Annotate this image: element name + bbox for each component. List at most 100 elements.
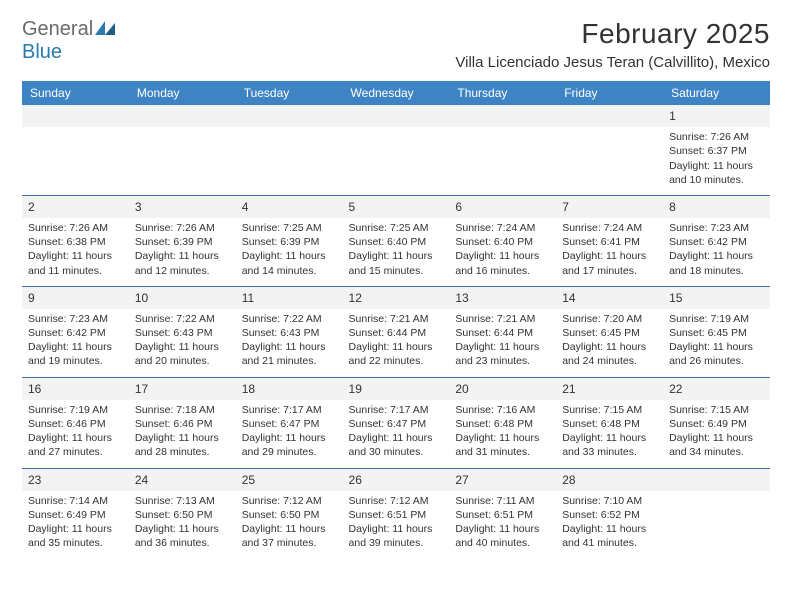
day-detail-line: Sunrise: 7:25 AM [349, 221, 444, 235]
week-row: 2Sunrise: 7:26 AMSunset: 6:38 PMDaylight… [22, 195, 770, 286]
day-detail-line: Sunrise: 7:24 AM [562, 221, 657, 235]
logo-word2: Blue [22, 41, 62, 63]
day-number: 11 [236, 286, 343, 309]
logo-text: General Blue [22, 18, 117, 64]
day-cell: 16 Sunrise: 7:19 AMSunset: 6:46 PMDayligh… [22, 377, 129, 468]
day-number: 28 [556, 468, 663, 491]
day-detail-line: Sunset: 6:37 PM [669, 144, 764, 158]
day-cell: 7Sunrise: 7:24 AMSunset: 6:41 PMDaylight… [556, 195, 663, 286]
day-cell: 2 Sunrise: 7:26 AMSunset: 6:38 PMDaylight… [22, 195, 129, 286]
day-number [663, 468, 770, 491]
day-number: 1 [663, 105, 770, 127]
location: Villa Licenciado Jesus Teran (Calvillito… [455, 54, 770, 71]
day-cell: 19Sunrise: 7:17 AMSunset: 6:47 PMDayligh… [343, 377, 450, 468]
day-details: Sunrise: 7:26 AMSunset: 6:37 PMDaylight:… [667, 130, 768, 187]
day-number: 24 [129, 468, 236, 491]
day-details: Sunrise: 7:21 AMSunset: 6:44 PMDaylight:… [347, 312, 448, 369]
day-cell: 6Sunrise: 7:24 AMSunset: 6:40 PMDaylight… [449, 195, 556, 286]
day-number: 23 [22, 468, 129, 491]
week-row: 1 Sunrise: 7:26 AMSunset: 6:37 PMDaylight… [22, 105, 770, 195]
day-detail-line: Sunrise: 7:21 AM [455, 312, 550, 326]
day-cell [343, 105, 450, 195]
day-cell: 18Sunrise: 7:17 AMSunset: 6:47 PMDayligh… [236, 377, 343, 468]
day-cell: 14Sunrise: 7:20 AMSunset: 6:45 PMDayligh… [556, 286, 663, 377]
day-cell [449, 105, 556, 195]
day-detail-line: Daylight: 11 hours and 15 minutes. [349, 249, 444, 277]
day-detail-line: Sunset: 6:38 PM [28, 235, 123, 249]
calendar-page: General Blue February 2025 Villa Licenci… [0, 0, 792, 558]
day-detail-line: Daylight: 11 hours and 30 minutes. [349, 431, 444, 459]
day-details: Sunrise: 7:12 AMSunset: 6:50 PMDaylight:… [240, 494, 341, 551]
title-block: February 2025 Villa Licenciado Jesus Ter… [455, 18, 770, 71]
day-details: Sunrise: 7:16 AMSunset: 6:48 PMDaylight:… [453, 403, 554, 460]
day-detail-line: Sunset: 6:39 PM [242, 235, 337, 249]
day-cell: 4Sunrise: 7:25 AMSunset: 6:39 PMDaylight… [236, 195, 343, 286]
day-detail-line: Daylight: 11 hours and 14 minutes. [242, 249, 337, 277]
day-details: Sunrise: 7:15 AMSunset: 6:48 PMDaylight:… [560, 403, 661, 460]
day-number: 19 [343, 377, 450, 400]
day-number [22, 105, 129, 127]
day-detail-line: Sunset: 6:49 PM [669, 417, 764, 431]
day-detail-line: Sunset: 6:47 PM [242, 417, 337, 431]
day-cell: 12Sunrise: 7:21 AMSunset: 6:44 PMDayligh… [343, 286, 450, 377]
day-detail-line: Daylight: 11 hours and 39 minutes. [349, 522, 444, 550]
day-number [556, 105, 663, 127]
day-number: 9 [22, 286, 129, 309]
day-cell: 11Sunrise: 7:22 AMSunset: 6:43 PMDayligh… [236, 286, 343, 377]
day-number: 15 [663, 286, 770, 309]
day-cell [236, 105, 343, 195]
day-detail-line: Sunset: 6:43 PM [135, 326, 230, 340]
day-number: 21 [556, 377, 663, 400]
day-detail-line: Sunrise: 7:20 AM [562, 312, 657, 326]
day-cell [22, 105, 129, 195]
day-cell: 22Sunrise: 7:15 AMSunset: 6:49 PMDayligh… [663, 377, 770, 468]
day-detail-line: Daylight: 11 hours and 10 minutes. [669, 159, 764, 187]
day-detail-line: Sunset: 6:48 PM [455, 417, 550, 431]
day-cell: 25Sunrise: 7:12 AMSunset: 6:50 PMDayligh… [236, 468, 343, 559]
day-detail-line: Daylight: 11 hours and 17 minutes. [562, 249, 657, 277]
calendar-table: Sunday Monday Tuesday Wednesday Thursday… [22, 81, 770, 558]
day-detail-line: Sunrise: 7:23 AM [669, 221, 764, 235]
week-row: 9Sunrise: 7:23 AMSunset: 6:42 PMDaylight… [22, 286, 770, 377]
day-detail-line: Daylight: 11 hours and 33 minutes. [562, 431, 657, 459]
day-detail-line: Sunset: 6:43 PM [242, 326, 337, 340]
day-detail-line: Sunrise: 7:26 AM [28, 221, 123, 235]
day-detail-line: Sunrise: 7:17 AM [242, 403, 337, 417]
day-details: Sunrise: 7:25 AMSunset: 6:40 PMDaylight:… [347, 221, 448, 278]
day-header: Saturday [663, 81, 770, 105]
day-detail-line: Sunset: 6:51 PM [349, 508, 444, 522]
day-details: Sunrise: 7:19 AMSunset: 6:46 PMDaylight:… [26, 403, 127, 460]
day-details: Sunrise: 7:20 AMSunset: 6:45 PMDaylight:… [560, 312, 661, 369]
day-number [343, 105, 450, 127]
day-detail-line: Sunset: 6:48 PM [562, 417, 657, 431]
logo-word1: General [22, 18, 93, 40]
day-header: Wednesday [343, 81, 450, 105]
day-detail-line: Daylight: 11 hours and 11 minutes. [28, 249, 123, 277]
day-details: Sunrise: 7:14 AMSunset: 6:49 PMDaylight:… [26, 494, 127, 551]
day-detail-line: Sunset: 6:42 PM [28, 326, 123, 340]
day-detail-line: Sunset: 6:52 PM [562, 508, 657, 522]
day-number: 16 [22, 377, 129, 400]
day-detail-line: Sunset: 6:40 PM [349, 235, 444, 249]
day-detail-line: Daylight: 11 hours and 20 minutes. [135, 340, 230, 368]
day-detail-line: Daylight: 11 hours and 40 minutes. [455, 522, 550, 550]
day-details: Sunrise: 7:21 AMSunset: 6:44 PMDaylight:… [453, 312, 554, 369]
day-number: 2 [22, 195, 129, 218]
day-detail-line: Sunset: 6:50 PM [135, 508, 230, 522]
day-cell: 13Sunrise: 7:21 AMSunset: 6:44 PMDayligh… [449, 286, 556, 377]
day-detail-line: Sunrise: 7:19 AM [28, 403, 123, 417]
day-detail-line: Sunrise: 7:26 AM [669, 130, 764, 144]
day-detail-line: Sunrise: 7:24 AM [455, 221, 550, 235]
day-detail-line: Sunrise: 7:12 AM [349, 494, 444, 508]
day-cell [556, 105, 663, 195]
logo: General Blue [22, 18, 117, 64]
logo-mark-icon [95, 18, 117, 41]
day-detail-line: Sunset: 6:41 PM [562, 235, 657, 249]
day-header: Tuesday [236, 81, 343, 105]
day-detail-line: Daylight: 11 hours and 22 minutes. [349, 340, 444, 368]
day-details: Sunrise: 7:25 AMSunset: 6:39 PMDaylight:… [240, 221, 341, 278]
day-number: 18 [236, 377, 343, 400]
day-number: 6 [449, 195, 556, 218]
day-detail-line: Sunrise: 7:26 AM [135, 221, 230, 235]
day-header: Monday [129, 81, 236, 105]
